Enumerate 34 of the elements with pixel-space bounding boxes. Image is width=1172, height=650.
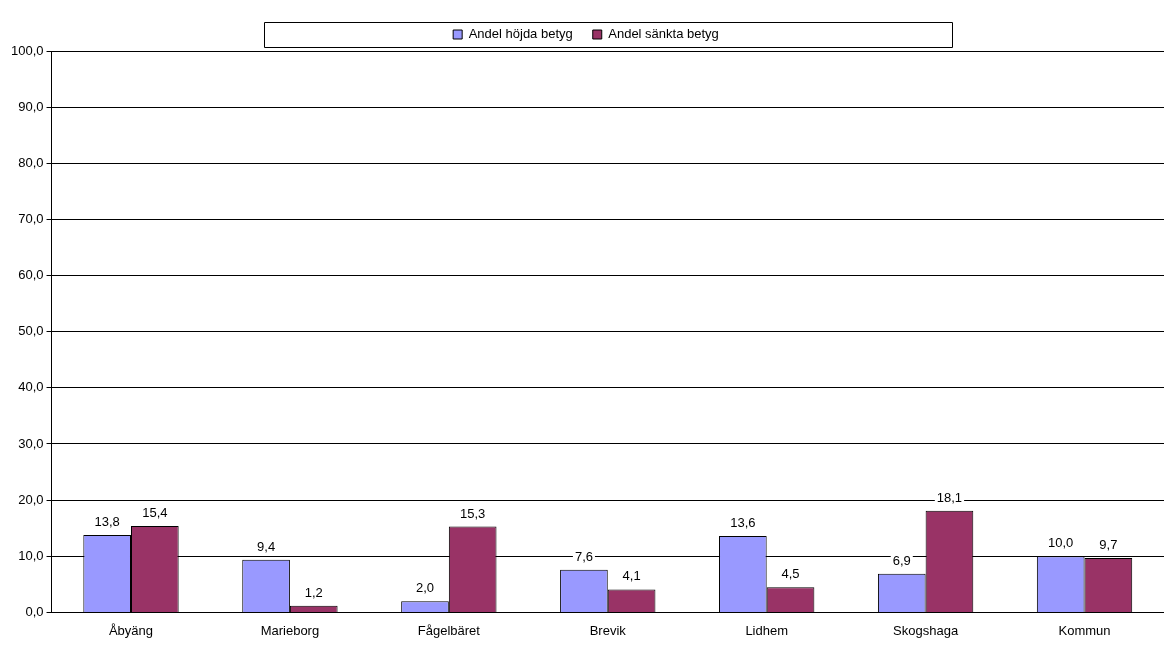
x-tick-label: Marieborg <box>260 622 320 638</box>
y-tick-label: 90,0 <box>18 98 44 114</box>
data-label: 18,1 <box>936 489 963 505</box>
legend-label: Andel sänkta betyg <box>608 26 719 42</box>
y-tick-label: 0,0 <box>25 603 44 619</box>
data-label: 13,8 <box>94 514 120 529</box>
data-label: 10,0 <box>1048 535 1074 551</box>
y-tick-label: 10,0 <box>18 547 44 563</box>
data-label: 4,5 <box>781 566 800 582</box>
data-label: 9,7 <box>1099 537 1118 553</box>
x-tick-label: Kommun <box>1058 622 1111 638</box>
data-label: 4,1 <box>622 568 641 584</box>
x-tick-label: Åbyäng <box>108 622 154 638</box>
y-tick-label: 60,0 <box>18 267 44 283</box>
y-tick-label: 100,0 <box>10 42 44 58</box>
data-label: 15,3 <box>460 505 486 521</box>
data-label: 2,0 <box>415 580 435 596</box>
x-tick-label: Lidhem <box>745 622 789 638</box>
legend-label: Andel höjda betyg <box>468 26 573 42</box>
x-tick-label: Skogshaga <box>893 622 959 638</box>
data-label: 7,6 <box>574 548 593 564</box>
data-label: 1,2 <box>304 584 323 600</box>
x-tick-label: Brevik <box>589 622 627 638</box>
x-tick-label: Fågelbäret <box>417 622 481 638</box>
y-tick-label: 40,0 <box>18 379 44 395</box>
y-tick-label: 80,0 <box>18 154 44 170</box>
data-label: 6,9 <box>892 552 911 568</box>
data-label: 15,4 <box>142 505 168 521</box>
data-label: 9,4 <box>257 538 276 554</box>
data-label: 13,6 <box>730 515 756 531</box>
y-tick-label: 30,0 <box>18 435 44 451</box>
y-tick-label: 70,0 <box>18 211 44 226</box>
y-tick-label: 50,0 <box>18 323 44 339</box>
y-tick-label: 20,0 <box>18 491 44 507</box>
